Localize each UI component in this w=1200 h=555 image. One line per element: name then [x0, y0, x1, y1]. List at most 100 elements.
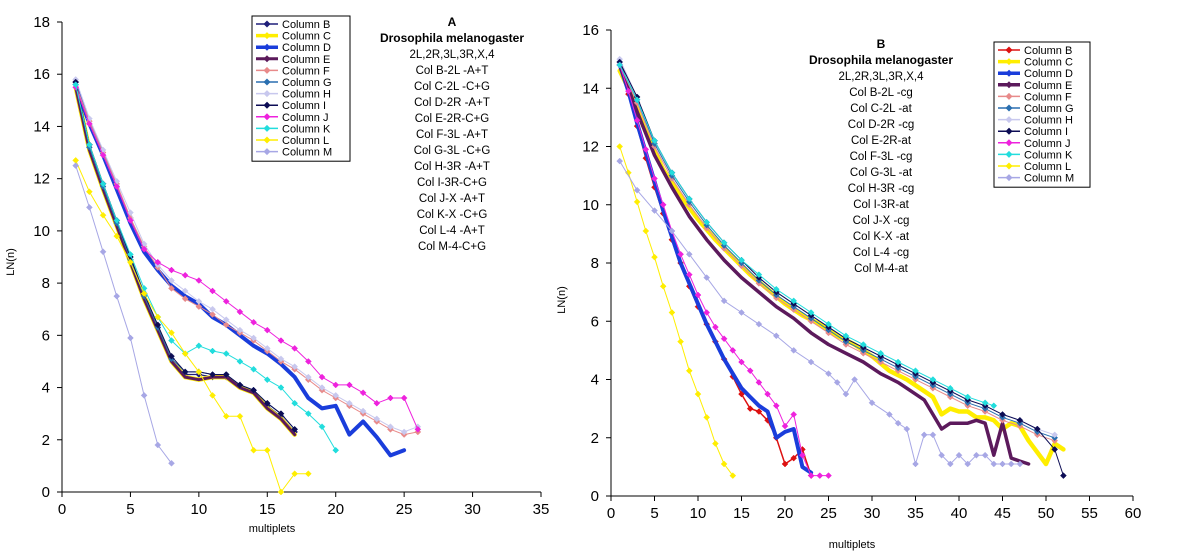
annotation-line: Col D-2R -cg: [848, 119, 914, 131]
data-point: [168, 352, 175, 360]
legend-entry: Column C: [256, 31, 331, 43]
y-tick-label: 12: [33, 171, 50, 188]
data-point: [209, 392, 216, 399]
legend-marker: [1005, 46, 1013, 54]
legend-label: Column E: [282, 54, 330, 66]
series-line: [75, 84, 337, 451]
data-point: [140, 392, 148, 399]
legend-entry: Column I: [256, 100, 326, 112]
data-point: [729, 472, 737, 479]
annotation-line: 2L,2R,3L,3R,X,4: [409, 49, 495, 61]
x-axis-label: multiplets: [249, 523, 296, 535]
x-tick-label: 5: [126, 501, 134, 518]
data-point: [651, 207, 658, 214]
data-point: [799, 451, 806, 459]
data-point: [651, 253, 658, 261]
data-point: [790, 454, 798, 462]
legend-entry: Column H: [256, 89, 331, 101]
series-line: [73, 82, 407, 458]
data-point: [694, 390, 702, 398]
legend-label: Column J: [282, 112, 328, 124]
data-point: [277, 337, 285, 344]
data-point: [807, 309, 815, 316]
legend-entry: Column K: [256, 123, 331, 135]
legend-entry: Column I: [998, 126, 1068, 138]
data-point: [703, 309, 711, 316]
data-point: [127, 217, 134, 224]
data-point: [720, 239, 728, 246]
data-point: [642, 146, 650, 153]
data-point: [277, 488, 285, 496]
series-column-k: [72, 81, 340, 454]
legend-entry: Column B: [256, 19, 330, 31]
series-column-m: [616, 157, 1024, 468]
legend-entry: Column D: [998, 68, 1073, 80]
data-point: [999, 411, 1006, 418]
data-point: [154, 321, 162, 329]
data-point: [168, 284, 175, 292]
data-point: [790, 411, 798, 418]
data-point: [1016, 416, 1024, 424]
data-point: [168, 329, 175, 337]
annotation-line: Col L-4 -A+T: [419, 225, 485, 237]
data-point: [127, 334, 134, 342]
data-point: [781, 422, 789, 430]
data-point: [181, 295, 189, 303]
series-column-d: [73, 82, 407, 458]
data-point: [140, 290, 148, 297]
x-tick-label: 0: [607, 505, 615, 522]
x-tick-label: 20: [327, 501, 344, 518]
legend-entry: Column F: [256, 65, 330, 77]
data-point: [140, 245, 148, 253]
data-point: [868, 399, 876, 407]
annotation-line: Col I-3R-at: [853, 199, 909, 211]
data-point: [1033, 425, 1041, 433]
data-point: [999, 460, 1006, 468]
series-line: [619, 64, 995, 407]
legend-box: [993, 41, 1091, 188]
x-tick-label: 20: [777, 505, 794, 522]
data-point: [168, 337, 175, 344]
data-point: [250, 334, 257, 342]
legend-marker: [1005, 104, 1013, 112]
series-column-k: [616, 61, 998, 410]
x-tick-label: 40: [951, 505, 968, 522]
data-point: [263, 345, 271, 352]
legend-entry: Column C: [998, 57, 1073, 69]
data-point: [387, 423, 394, 431]
x-tick-label: 50: [1038, 505, 1055, 522]
data-point: [346, 381, 353, 389]
data-point: [373, 415, 381, 423]
data-point: [772, 285, 780, 293]
y-tick-label: 2: [42, 432, 50, 449]
data-point: [1051, 431, 1059, 439]
legend-marker: [263, 90, 271, 98]
annotation-line: Col B-2L -cg: [849, 87, 913, 99]
data-point: [964, 393, 972, 401]
legend-marker: [263, 136, 271, 144]
data-point: [703, 218, 711, 226]
series-line: [619, 64, 1056, 439]
data-point: [833, 379, 841, 386]
legend-entry: Column D: [256, 42, 331, 54]
legend-label: Column D: [282, 42, 331, 54]
data-point: [920, 431, 928, 439]
legend-label: Column E: [1024, 80, 1072, 92]
data-point: [946, 384, 954, 392]
data-point: [877, 349, 885, 357]
x-tick-label: 45: [994, 505, 1011, 522]
legend-marker: [1005, 139, 1013, 147]
data-point: [168, 266, 175, 274]
series-line: [617, 63, 1031, 466]
x-tick-label: 15: [733, 505, 750, 522]
x-tick-label: 30: [864, 505, 881, 522]
data-point: [86, 120, 93, 128]
data-point: [755, 379, 763, 386]
data-point: [86, 188, 93, 196]
data-point: [236, 308, 244, 316]
legend-marker: [1005, 150, 1013, 158]
data-point: [414, 425, 422, 433]
data-point: [746, 405, 754, 412]
legend-entry: Column M: [256, 147, 332, 159]
data-point: [755, 271, 763, 279]
